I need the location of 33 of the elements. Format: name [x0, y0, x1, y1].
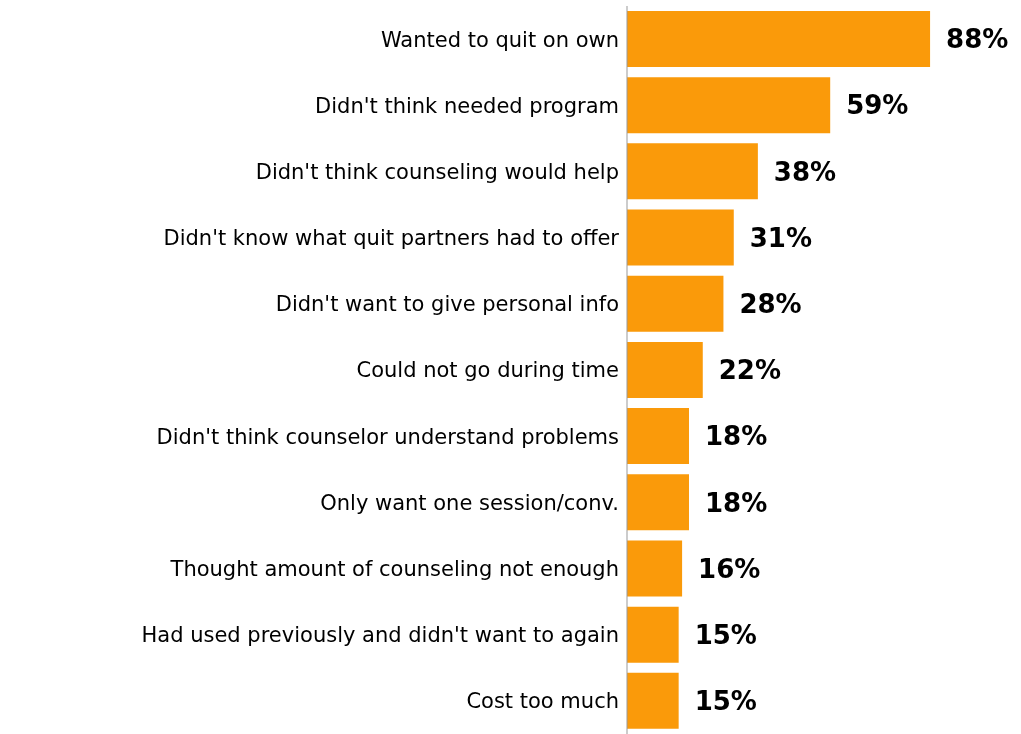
bar [627, 11, 931, 67]
data-label: 15% [694, 619, 757, 650]
bar [627, 474, 689, 531]
data-label: 31% [749, 222, 812, 253]
data-label: 18% [704, 487, 768, 518]
bar [627, 606, 679, 663]
bar [627, 672, 679, 729]
y-tick-label: Didn't think counseling would help [255, 159, 619, 184]
y-tick-label: Didn't want to give personal info [275, 292, 619, 317]
bar [627, 143, 758, 200]
data-label: 15% [694, 686, 757, 717]
data-label: 28% [739, 288, 802, 319]
bar [627, 341, 703, 398]
y-tick-label: Didn't know what quit partners had to offer [163, 226, 620, 251]
y-tick-label: Only want one session/conv. [320, 490, 619, 515]
bar [627, 275, 724, 332]
data-label: 18% [704, 421, 768, 452]
y-tick-label: Had used previously and didn't want to again [141, 623, 619, 648]
y-tick-label: Didn't think needed program [315, 93, 619, 118]
bar [627, 77, 831, 134]
data-label: 16% [698, 553, 761, 584]
data-label: 22% [718, 355, 781, 386]
bar [627, 408, 689, 465]
y-tick-label: Cost too much [466, 689, 619, 714]
y-tick-label: Wanted to quit on own [380, 27, 619, 52]
y-tick-label: Didn't think counselor understand problems [156, 424, 619, 449]
y-tick-label: Could not go during time [356, 358, 619, 383]
data-label: 38% [773, 156, 837, 187]
y-tick-label: Thought amount of counseling not enough [169, 557, 619, 581]
bar [627, 540, 683, 597]
data-label: 88% [946, 24, 1009, 55]
data-label: 59% [846, 90, 909, 121]
bar [627, 209, 734, 266]
